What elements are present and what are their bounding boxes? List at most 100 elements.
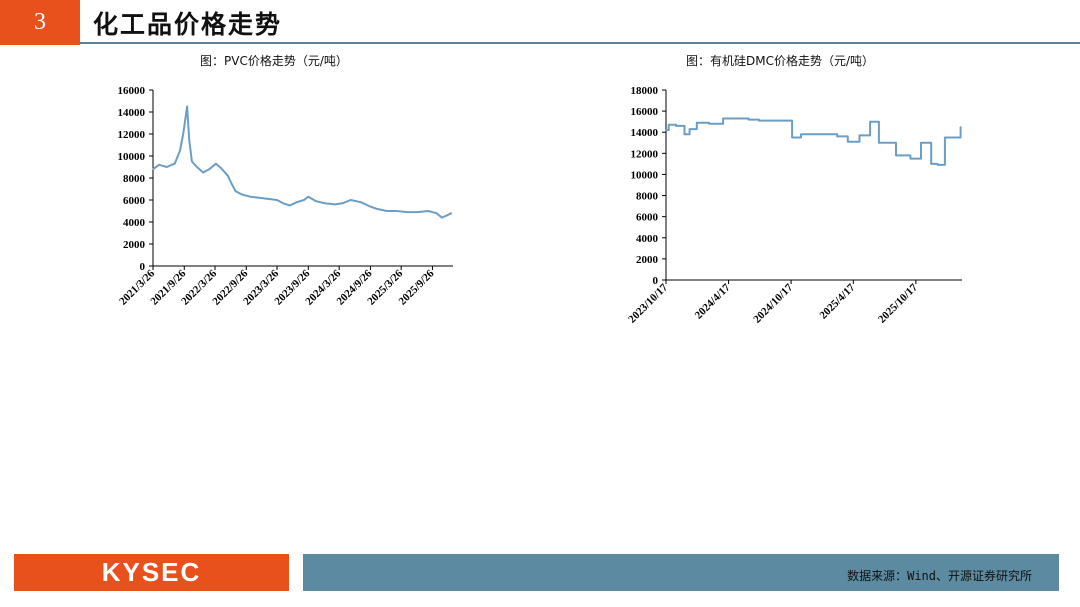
dmc-data-point <box>930 163 933 165</box>
pvc-data-point <box>188 138 190 141</box>
pvc-data-point <box>230 182 233 185</box>
pvc-data-point <box>307 195 310 198</box>
pvc-y-tick-label: 12000 <box>118 129 146 141</box>
dmc-data-point <box>936 164 939 166</box>
pvc-data-point <box>396 210 398 212</box>
dmc-data-point <box>791 136 793 139</box>
dmc-y-tick-label: 10000 <box>631 169 659 181</box>
dmc-data-point <box>735 117 738 120</box>
pvc-data-point <box>208 168 211 170</box>
dmc-y-tick-label: 8000 <box>636 191 659 203</box>
dmc-data-point <box>675 125 677 127</box>
pvc-data-point <box>249 195 252 198</box>
pvc-price-line <box>152 105 452 219</box>
dmc-y-tick-label: 16000 <box>631 106 659 118</box>
dmc-data-point <box>819 133 821 136</box>
pvc-y-tick-label: 8000 <box>123 173 146 185</box>
dmc-chart-title: 图：有机硅DMC价格走势（元/吨） <box>686 54 875 68</box>
pvc-data-point <box>446 214 448 217</box>
dmc-x-tick-label: 2023/10/17 <box>626 281 670 325</box>
dmc-data-point <box>747 118 750 121</box>
pvc-data-point <box>295 201 298 203</box>
pvc-data-point <box>386 210 388 212</box>
pvc-data-point <box>241 193 243 196</box>
pvc-data-point <box>375 208 378 210</box>
dmc-data-point <box>665 129 667 131</box>
pvc-data-point <box>349 199 352 201</box>
dmc-price-chart: 0 2000 4000 6000 8000 10000 12000 14000 16000 180… <box>626 85 962 326</box>
dmc-x-tick-label: 2024/4/17 <box>693 281 733 321</box>
pvc-data-point <box>406 211 409 213</box>
dmc-data-point <box>895 154 897 157</box>
dmc-price-line <box>666 117 962 166</box>
pvc-data-point <box>191 160 193 163</box>
dmc-data-point <box>688 128 691 130</box>
dmc-y-tick-label: 6000 <box>636 212 659 224</box>
dmc-y-tick-label: 0 <box>653 275 659 287</box>
pvc-data-point <box>360 201 362 203</box>
pvc-data-point <box>282 202 284 205</box>
pvc-data-point <box>440 216 443 219</box>
pvc-data-point <box>450 212 453 214</box>
dmc-data-point <box>869 120 871 123</box>
pvc-data-point <box>341 202 344 205</box>
pvc-chart-title: 图：PVC价格走势（元/吨） <box>200 54 348 68</box>
dmc-data-point <box>909 157 912 160</box>
dmc-data-point <box>884 141 887 144</box>
footer-bar <box>303 554 1059 591</box>
dmc-data-point <box>847 140 849 143</box>
pvc-data-point <box>435 212 438 214</box>
pvc-y-tick-label: 6000 <box>123 195 146 207</box>
pvc-data-point <box>303 199 305 201</box>
pvc-y-tick-label: 16000 <box>118 85 146 97</box>
header-divider <box>80 42 1080 44</box>
dmc-y-tick-label: 18000 <box>631 85 659 97</box>
pvc-data-point <box>202 171 204 174</box>
dmc-data-point <box>781 119 783 122</box>
kysec-logo: KYSEC <box>14 554 289 591</box>
pvc-price-chart: 0 2000 4000 6000 8000 10000 12000 14000 16000 202… <box>117 85 453 308</box>
dmc-data-point <box>858 134 861 137</box>
dmc-y-tick-label: 4000 <box>636 233 659 245</box>
pvc-data-point <box>196 166 198 168</box>
pvc-y-tick-label: 2000 <box>123 239 146 251</box>
pvc-data-point <box>215 162 217 165</box>
dmc-y-tick-label: 14000 <box>631 127 659 139</box>
dmc-data-point <box>878 141 880 144</box>
pvc-data-point <box>258 197 260 199</box>
dmc-data-point <box>708 122 710 125</box>
pvc-x-tick-label: 2025/9/26 <box>397 267 437 307</box>
pvc-data-point <box>220 167 222 169</box>
dmc-y-tick-label: 2000 <box>636 254 659 266</box>
pvc-data-point <box>369 205 372 208</box>
dmc-data-point <box>722 117 724 120</box>
dmc-y-tick-label: 12000 <box>631 148 659 160</box>
dmc-data-point <box>944 136 946 139</box>
dmc-data-point <box>920 141 922 144</box>
dmc-data-point <box>683 133 686 136</box>
dmc-data-point <box>770 119 773 122</box>
pvc-data-point <box>152 168 154 170</box>
dmc-data-point <box>836 135 839 138</box>
pvc-data-point <box>173 162 176 165</box>
dmc-x-tick-label: 2024/10/17 <box>751 281 795 325</box>
pvc-data-point <box>158 164 160 166</box>
dmc-data-point <box>829 133 832 136</box>
dmc-data-point <box>808 133 811 136</box>
pvc-data-point <box>289 204 291 207</box>
pvc-y-tick-label: 10000 <box>118 151 146 163</box>
pvc-data-point <box>334 203 336 206</box>
pvc-data-point <box>267 198 269 200</box>
data-source-note: 数据来源：Wind、开源证券研究所 <box>847 569 1032 583</box>
pvc-data-point <box>234 190 237 192</box>
dmc-x-tick-label: 2025/10/17 <box>876 281 920 325</box>
pvc-data-point <box>182 133 185 135</box>
pvc-y-tick-label: 0 <box>140 261 146 273</box>
pvc-data-point <box>227 175 229 177</box>
dmc-data-point <box>758 119 760 122</box>
pvc-y-tick-label: 4000 <box>123 217 146 229</box>
pvc-y-tick-label: 14000 <box>118 107 146 119</box>
pvc-data-point <box>416 211 419 213</box>
dmc-data-point <box>800 133 802 136</box>
